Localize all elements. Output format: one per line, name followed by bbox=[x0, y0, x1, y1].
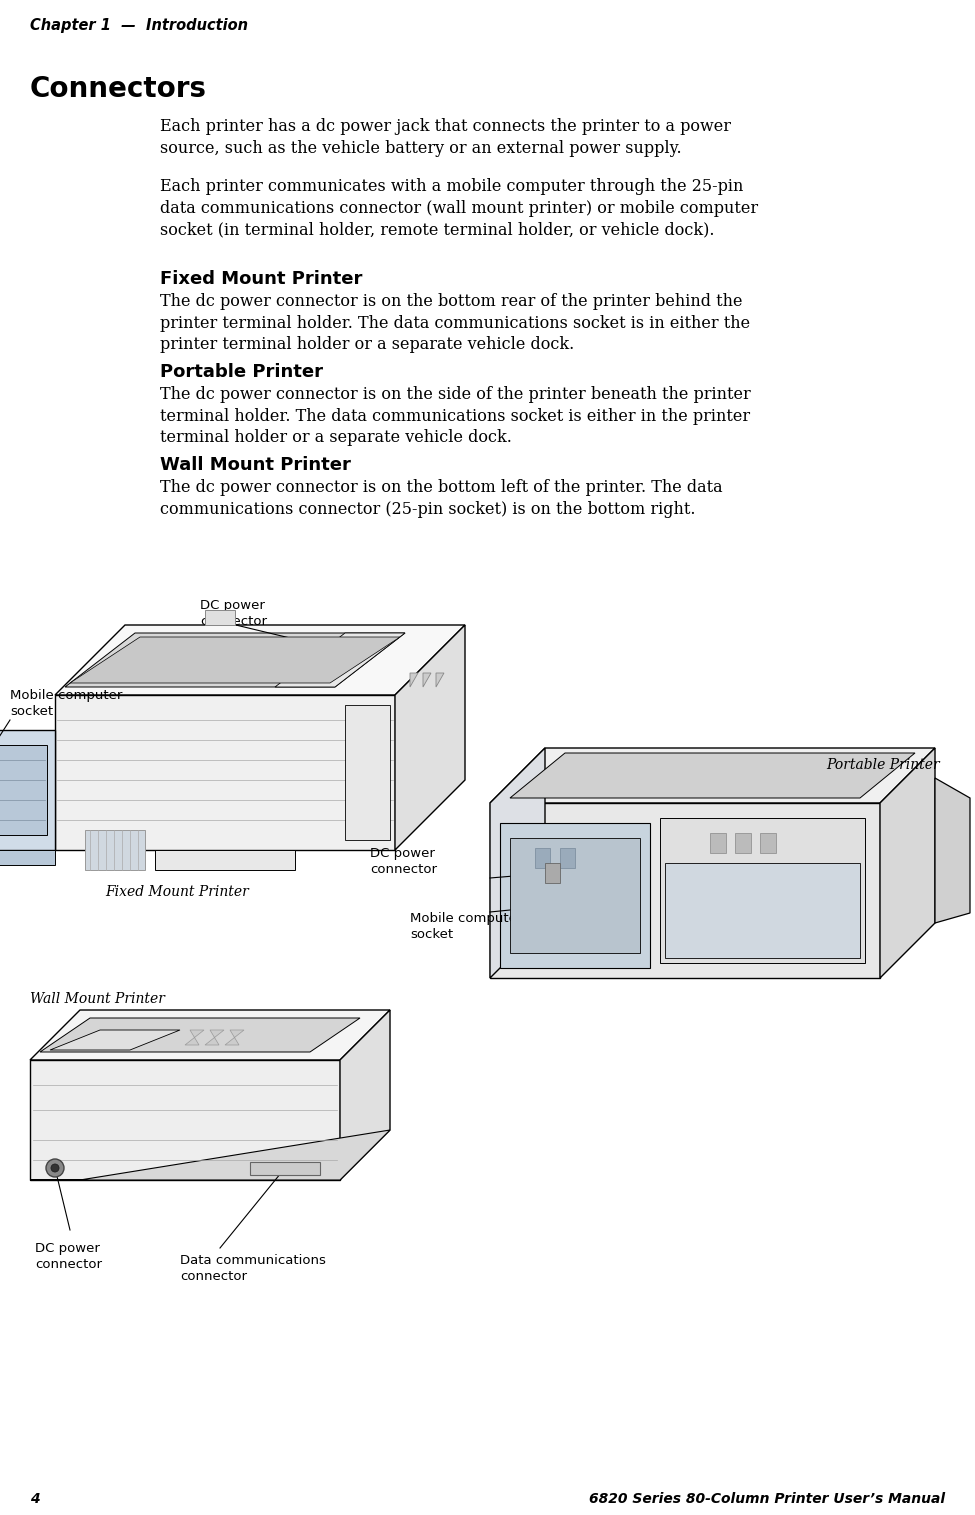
Polygon shape bbox=[55, 695, 395, 850]
Polygon shape bbox=[30, 1130, 390, 1180]
Text: 6820 Series 80-Column Printer User’s Manual: 6820 Series 80-Column Printer User’s Man… bbox=[589, 1492, 945, 1506]
Polygon shape bbox=[85, 830, 145, 870]
Polygon shape bbox=[40, 1018, 360, 1051]
Circle shape bbox=[46, 1159, 64, 1177]
Polygon shape bbox=[395, 626, 465, 850]
Polygon shape bbox=[510, 753, 915, 798]
Polygon shape bbox=[205, 1030, 224, 1045]
Text: Wall Mount Printer: Wall Mount Printer bbox=[30, 992, 165, 1006]
Polygon shape bbox=[0, 850, 55, 865]
Circle shape bbox=[51, 1164, 59, 1173]
Polygon shape bbox=[340, 1011, 390, 1180]
Polygon shape bbox=[205, 611, 235, 626]
Text: The dc power connector is on the bottom rear of the printer behind the
printer t: The dc power connector is on the bottom … bbox=[160, 292, 750, 353]
Polygon shape bbox=[665, 864, 860, 957]
Polygon shape bbox=[423, 673, 431, 686]
Text: 4: 4 bbox=[30, 1492, 40, 1506]
Text: Wall Mount Printer: Wall Mount Printer bbox=[160, 456, 351, 474]
Polygon shape bbox=[50, 1030, 180, 1050]
Polygon shape bbox=[545, 864, 560, 883]
Text: Fixed Mount Printer: Fixed Mount Printer bbox=[160, 270, 363, 288]
Polygon shape bbox=[65, 633, 405, 686]
Polygon shape bbox=[735, 833, 751, 853]
Polygon shape bbox=[560, 848, 575, 868]
Text: The dc power connector is on the bottom left of the printer. The data
communicat: The dc power connector is on the bottom … bbox=[160, 479, 722, 518]
Polygon shape bbox=[880, 748, 935, 979]
Polygon shape bbox=[30, 1011, 390, 1060]
Polygon shape bbox=[0, 730, 55, 850]
Polygon shape bbox=[660, 818, 865, 964]
Polygon shape bbox=[760, 833, 776, 853]
Polygon shape bbox=[345, 704, 390, 839]
Text: Portable Printer: Portable Printer bbox=[827, 758, 940, 773]
Polygon shape bbox=[436, 673, 444, 686]
Polygon shape bbox=[225, 1030, 244, 1045]
Polygon shape bbox=[185, 1030, 204, 1045]
Polygon shape bbox=[535, 848, 550, 868]
Polygon shape bbox=[250, 1162, 320, 1176]
Text: DC power
connector: DC power connector bbox=[200, 598, 267, 629]
Text: Chapter 1  —  Introduction: Chapter 1 — Introduction bbox=[30, 18, 248, 33]
Text: Fixed Mount Printer: Fixed Mount Printer bbox=[105, 885, 249, 898]
Text: Mobile computer
socket: Mobile computer socket bbox=[410, 912, 523, 941]
Polygon shape bbox=[510, 838, 640, 953]
Polygon shape bbox=[155, 850, 295, 870]
Text: Each printer has a dc power jack that connects the printer to a power
source, su: Each printer has a dc power jack that co… bbox=[160, 118, 731, 156]
Text: DC power
connector: DC power connector bbox=[35, 1242, 102, 1271]
Polygon shape bbox=[70, 636, 400, 683]
Text: Mobile computer
socket: Mobile computer socket bbox=[10, 689, 123, 718]
Text: Connectors: Connectors bbox=[30, 76, 207, 103]
Text: DC power
connector: DC power connector bbox=[370, 847, 437, 876]
Polygon shape bbox=[55, 626, 465, 695]
Text: Portable Printer: Portable Printer bbox=[160, 364, 323, 380]
Polygon shape bbox=[710, 833, 726, 853]
Polygon shape bbox=[275, 633, 405, 686]
Polygon shape bbox=[935, 779, 970, 923]
Polygon shape bbox=[490, 748, 935, 803]
Polygon shape bbox=[0, 745, 47, 835]
Polygon shape bbox=[30, 1060, 340, 1180]
Polygon shape bbox=[500, 823, 650, 968]
Text: Data communications
connector: Data communications connector bbox=[180, 1254, 326, 1283]
Text: Each printer communicates with a mobile computer through the 25-pin
data communi: Each printer communicates with a mobile … bbox=[160, 177, 759, 238]
Text: The dc power connector is on the side of the printer beneath the printer
termina: The dc power connector is on the side of… bbox=[160, 386, 751, 445]
Polygon shape bbox=[490, 803, 880, 979]
Polygon shape bbox=[490, 748, 545, 979]
Polygon shape bbox=[410, 673, 418, 686]
